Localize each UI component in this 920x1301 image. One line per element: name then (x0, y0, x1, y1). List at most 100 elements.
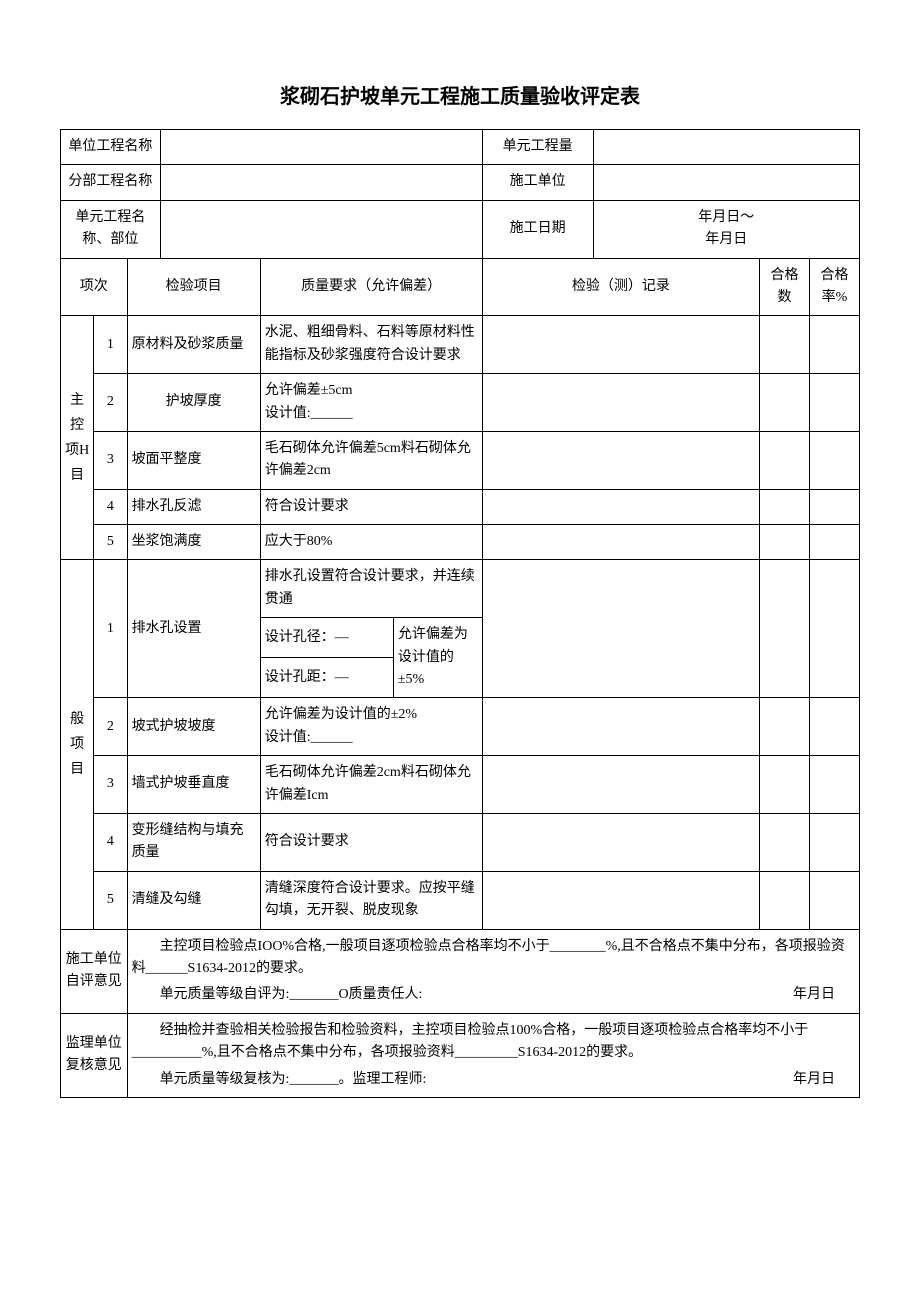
main-5-count (760, 525, 810, 560)
item-no-header: 项次 (61, 258, 128, 316)
general-item-4: 4 变形缝结构与填充质量 符合设计要求 (61, 813, 860, 871)
gen-3-no: 3 (94, 756, 127, 814)
main-3-req: 毛石砌体允许偏差5cm料石砌体允许偏差2cm (260, 431, 482, 489)
gen-2-record (482, 698, 759, 756)
gen-2-count (760, 698, 810, 756)
gen-3-record (482, 756, 759, 814)
sub-project-name-value (160, 165, 482, 200)
main-4-req: 符合设计要求 (260, 489, 482, 524)
main-5-record (482, 525, 759, 560)
main-5-req: 应大于80% (260, 525, 482, 560)
inspection-item-header: 检验项目 (127, 258, 260, 316)
review-date: 年月日 (793, 1069, 835, 1091)
gen-1-count (760, 560, 810, 698)
review-label: 监理单位复核意见 (61, 1013, 128, 1097)
general-item-3: 3 墙式护坡垂直度 毛石砌体允许偏差2cm料石砌体允许偏差Icm (61, 756, 860, 814)
gen-5-name: 清缝及勾缝 (127, 871, 260, 929)
gen-4-req: 符合设计要求 (260, 813, 482, 871)
unit-project-name-value (160, 130, 482, 165)
gen-4-name: 变形缝结构与填充质量 (127, 813, 260, 871)
self-eval-content: 主控项目检验点IOO%合格,一般项目逐项检验点合格率均不小于________%,… (127, 929, 859, 1013)
gen-5-record (482, 871, 759, 929)
gen-3-name: 墙式护坡垂直度 (127, 756, 260, 814)
main-1-count (760, 316, 810, 374)
main-4-no: 4 (94, 489, 127, 524)
general-item-2: 2 坡式护坡坡度 允许偏差为设计值的±2% 设计值:______ (61, 698, 860, 756)
evaluation-table: 单位工程名称 单元工程量 分部工程名称 施工单位 单元工程名称、部位 施工日期 … (60, 129, 860, 1098)
gen-1-no: 1 (94, 560, 127, 698)
gen-5-no: 5 (94, 871, 127, 929)
gen-3-count (760, 756, 810, 814)
gen-3-rate (810, 756, 860, 814)
gen-4-no: 4 (94, 813, 127, 871)
construction-unit-label: 施工单位 (482, 165, 593, 200)
main-2-count (760, 374, 810, 432)
main-3-record (482, 431, 759, 489)
pass-rate-header: 合格率% (810, 258, 860, 316)
main-2-record (482, 374, 759, 432)
self-eval-label: 施工单位自评意见 (61, 929, 128, 1013)
main-item-2: 2 护坡厚度 允许偏差±5cm 设计值:______ (61, 374, 860, 432)
unit-project-qty-label: 单元工程量 (482, 130, 593, 165)
construction-date-label: 施工日期 (482, 200, 593, 258)
self-eval-text1: 主控项目检验点IOO%合格,一般项目逐项检验点合格率均不小于________%,… (132, 936, 855, 981)
gen-1-req2a: 设计孔径：— (260, 618, 393, 658)
main-1-record (482, 316, 759, 374)
main-5-rate (810, 525, 860, 560)
gen-5-req: 清缝深度符合设计要求。应按平缝勾填，无开裂、脱皮现象 (260, 871, 482, 929)
gen-1-req2b: 设计孔距：— (260, 658, 393, 698)
main-4-rate (810, 489, 860, 524)
main-3-no: 3 (94, 431, 127, 489)
main-1-name: 原材料及砂浆质量 (127, 316, 260, 374)
main-item-4: 4 排水孔反滤 符合设计要求 (61, 489, 860, 524)
unit-project-name-label: 单位工程名称 (61, 130, 161, 165)
main-3-name: 坡面平整度 (127, 431, 260, 489)
self-eval-text2: 单元质量等级自评为:_______O质量责任人: (160, 984, 423, 1006)
unit-project-qty-value (593, 130, 859, 165)
main-2-no: 2 (94, 374, 127, 432)
header-row-1: 单位工程名称 单元工程量 (61, 130, 860, 165)
main-4-record (482, 489, 759, 524)
review-content: 经抽检并查验相关检验报告和检验资料，主控项目检验点100%合格，一般项目逐项检验… (127, 1013, 859, 1097)
document-title: 浆砌石护坡单元工程施工质量验收评定表 (60, 80, 860, 109)
gen-5-rate (810, 871, 860, 929)
review-text2: 单元质量等级复核为:_______。监理工程师: (160, 1069, 427, 1091)
inspection-record-header: 检验（测）记录 (482, 258, 759, 316)
main-5-name: 坐浆饱满度 (127, 525, 260, 560)
main-2-name: 护坡厚度 (127, 374, 260, 432)
review-text1: 经抽检并查验相关检验报告和检验资料，主控项目检验点100%合格，一般项目逐项检验… (132, 1020, 855, 1065)
construction-date-value: 年月日～ 年月日 (593, 200, 859, 258)
general-section-label: 般项目 (61, 560, 94, 929)
gen-2-req: 允许偏差为设计值的±2% 设计值:______ (260, 698, 482, 756)
header-row-3: 单元工程名称、部位 施工日期 年月日～ 年月日 (61, 200, 860, 258)
gen-1-name: 排水孔设置 (127, 560, 260, 698)
main-1-req: 水泥、粗细骨料、石料等原材料性能指标及砂浆强度符合设计要求 (260, 316, 482, 374)
gen-5-count (760, 871, 810, 929)
main-3-rate (810, 431, 860, 489)
main-3-count (760, 431, 810, 489)
main-2-req: 允许偏差±5cm 设计值:______ (260, 374, 482, 432)
main-2-rate (810, 374, 860, 432)
main-item-3: 3 坡面平整度 毛石砌体允许偏差5cm料石砌体允许偏差2cm (61, 431, 860, 489)
self-eval-date: 年月日 (793, 984, 835, 1006)
construction-unit-value (593, 165, 859, 200)
main-item-5: 5 坐浆饱满度 应大于80% (61, 525, 860, 560)
column-header-row: 项次 检验项目 质量要求（允许偏差） 检验（测）记录 合格数 合格率% (61, 258, 860, 316)
general-item-5: 5 清缝及勾缝 清缝深度符合设计要求。应按平缝勾填，无开裂、脱皮现象 (61, 871, 860, 929)
gen-4-count (760, 813, 810, 871)
gen-1-req1: 排水孔设置符合设计要求，并连续贯通 (260, 560, 482, 618)
sub-project-name-label: 分部工程名称 (61, 165, 161, 200)
main-1-no: 1 (94, 316, 127, 374)
gen-1-req2tol: 允许偏差为设计值的±5% (393, 618, 482, 698)
gen-1-record (482, 560, 759, 698)
gen-2-no: 2 (94, 698, 127, 756)
main-item-1: 主控项H目 1 原材料及砂浆质量 水泥、粗细骨料、石料等原材料性能指标及砂浆强度… (61, 316, 860, 374)
unit-project-part-label: 单元工程名称、部位 (61, 200, 161, 258)
main-1-rate (810, 316, 860, 374)
gen-3-req: 毛石砌体允许偏差2cm料石砌体允许偏差Icm (260, 756, 482, 814)
unit-project-part-value (160, 200, 482, 258)
gen-2-name: 坡式护坡坡度 (127, 698, 260, 756)
header-row-2: 分部工程名称 施工单位 (61, 165, 860, 200)
review-row: 监理单位复核意见 经抽检并查验相关检验报告和检验资料，主控项目检验点100%合格… (61, 1013, 860, 1097)
gen-2-rate (810, 698, 860, 756)
